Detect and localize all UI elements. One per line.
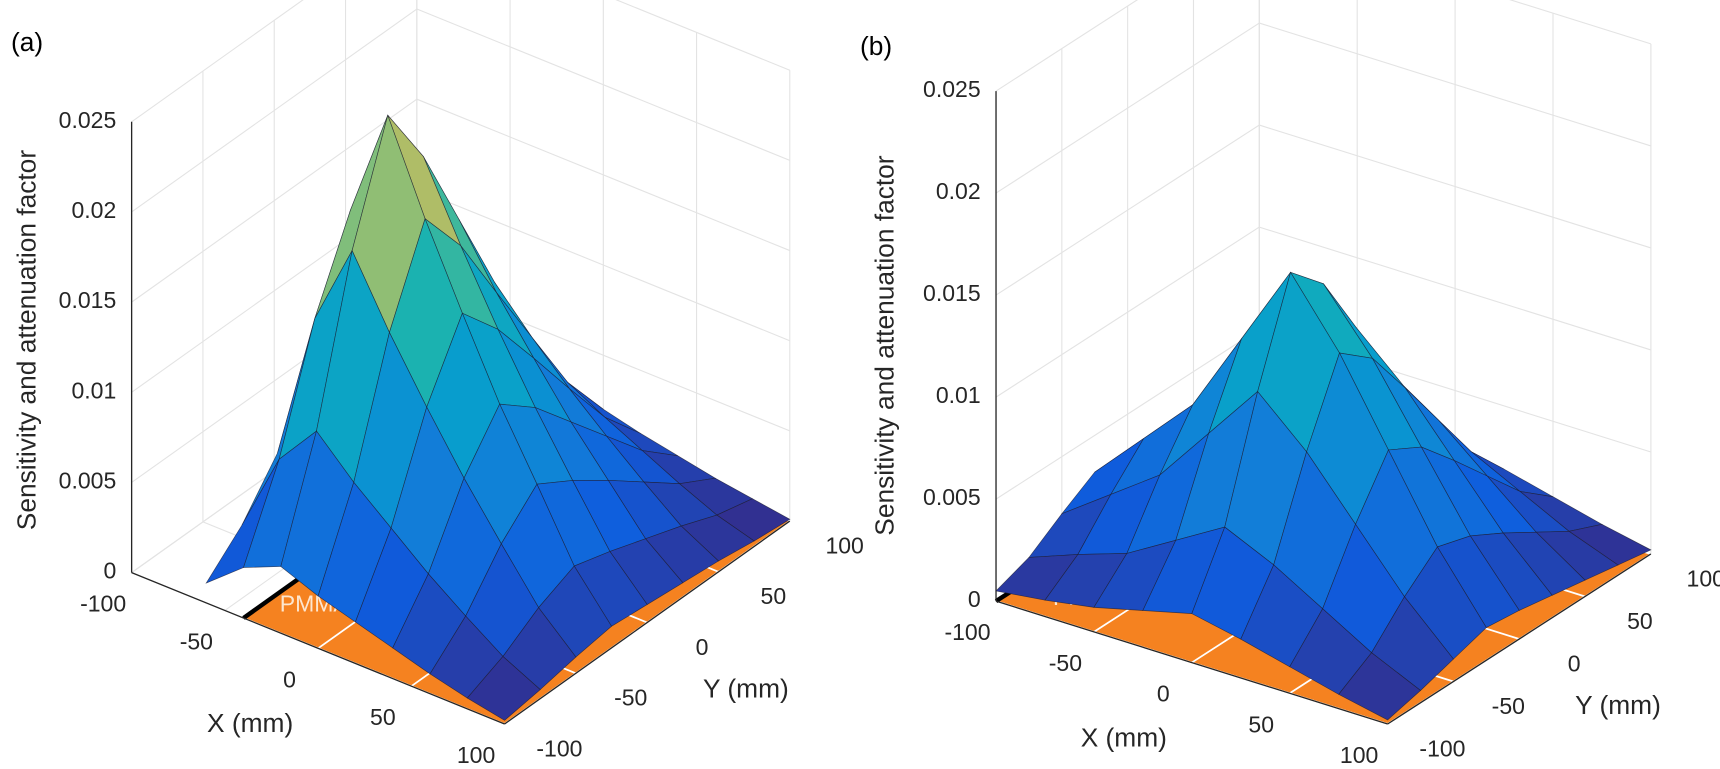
z-tick-label: 0.015 — [923, 280, 981, 306]
x-tick-label: -100 — [944, 619, 990, 645]
x-tick-label: -50 — [1049, 650, 1082, 676]
z-tick-label: 0.015 — [59, 287, 117, 313]
surface-plot: PMMA00.0050.010.0150.020.025-100-5005010… — [860, 0, 1720, 768]
surface-patch — [466, 655, 541, 721]
x-tick-label: 0 — [283, 666, 296, 692]
y-tick-label: 50 — [1627, 608, 1653, 634]
x-tick-label: 0 — [1157, 681, 1170, 707]
y-axis-label: Y (mm) — [703, 673, 789, 703]
z-tick-label: 0.01 — [71, 377, 116, 403]
x-axis-label: X (mm) — [207, 708, 293, 738]
panel-label: (a) — [11, 27, 43, 57]
x-axis-label: X (mm) — [1081, 722, 1167, 752]
z-tick-label: 0.025 — [923, 76, 981, 102]
z-tick-label: 0.025 — [59, 107, 117, 133]
x-axis — [131, 572, 505, 725]
y-tick-label: -100 — [536, 735, 582, 761]
z-tick-label: 0.02 — [71, 197, 116, 223]
grid-line — [615, 0, 791, 71]
x-tick-label: 100 — [457, 742, 495, 768]
grid-line — [1509, 0, 1652, 45]
x-tick-label: 100 — [1340, 742, 1378, 768]
y-tick-label: -100 — [1419, 735, 1465, 761]
x-tick-label: -100 — [80, 591, 126, 617]
x-tick-label: -50 — [180, 628, 213, 654]
y-axis — [1387, 553, 1652, 725]
z-tick-label: 0.005 — [59, 468, 117, 494]
panel-label: (b) — [860, 31, 892, 61]
z-tick-label: 0.01 — [936, 382, 981, 408]
y-tick-label: 0 — [1568, 650, 1581, 676]
y-tick-label: -50 — [614, 685, 647, 711]
surface-plot: PMMA00.0050.010.0150.020.025-100-5005010… — [11, 0, 864, 768]
z-tick-label: 0.02 — [936, 178, 981, 204]
y-tick-label: 50 — [761, 583, 787, 609]
x-axis — [995, 600, 1388, 725]
z-axis-label: Sensitivity and attenuation factor — [869, 155, 899, 536]
y-tick-label: 0 — [696, 634, 709, 660]
x-tick-label: 50 — [1248, 711, 1274, 737]
z-tick-label: 0 — [968, 586, 981, 612]
y-axis — [504, 520, 791, 725]
z-tick-label: 0.005 — [923, 484, 981, 510]
y-tick-label: 100 — [1687, 565, 1720, 591]
z-axis-label: Sensitivity and attenuation factor — [11, 150, 41, 531]
y-axis-label: Y (mm) — [1575, 690, 1661, 720]
z-tick-label: 0 — [103, 558, 116, 584]
y-tick-label: -50 — [1492, 693, 1525, 719]
surface-patch — [1338, 652, 1422, 721]
y-tick-label: 100 — [825, 532, 863, 558]
x-tick-label: 50 — [370, 704, 396, 730]
